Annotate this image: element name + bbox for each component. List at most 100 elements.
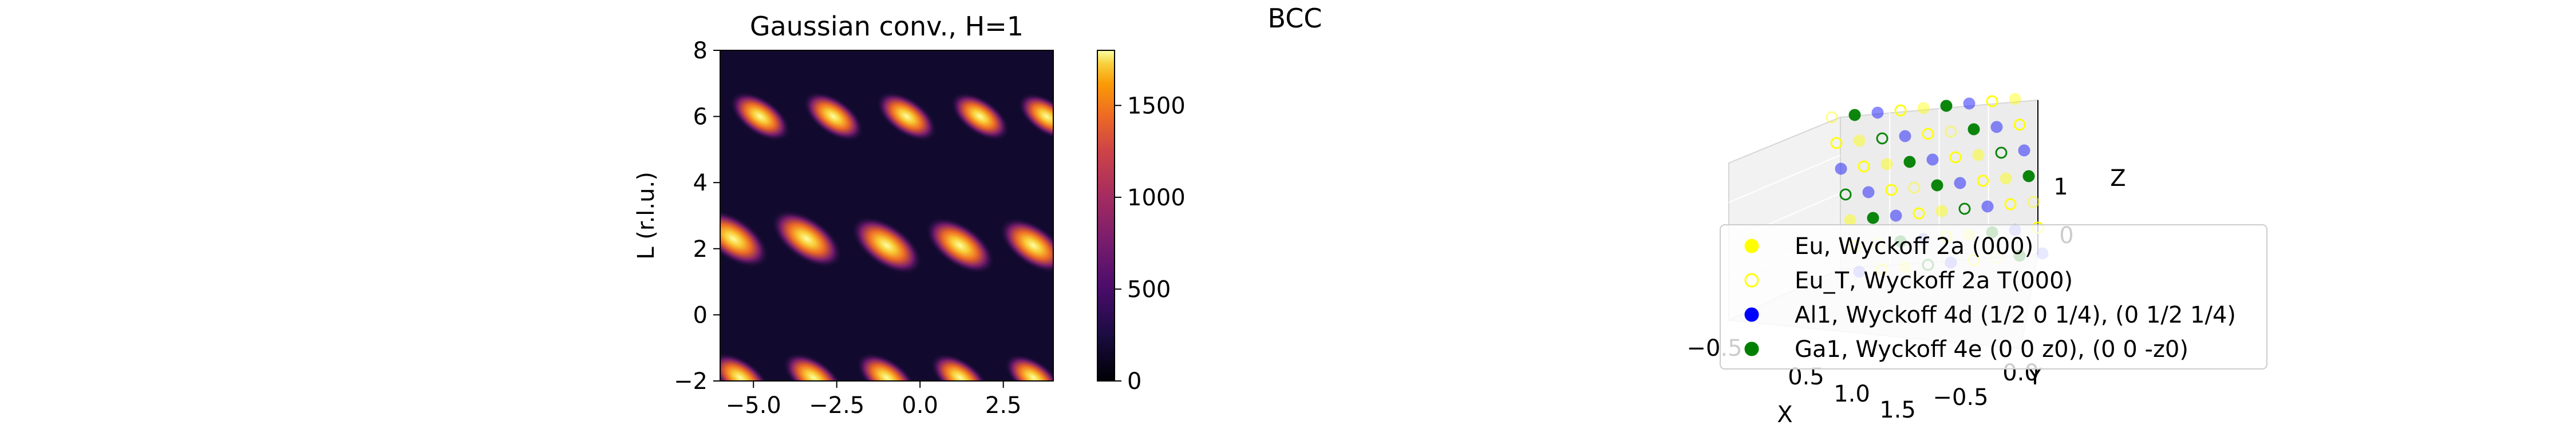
heatmap-peaks xyxy=(720,92,1053,381)
heatmap-peak xyxy=(931,353,989,381)
x-tick-label: −2.5 xyxy=(809,392,864,419)
heatmap-peak xyxy=(856,353,917,381)
colorbar: 0 500 1000 1500 xyxy=(1097,50,1186,395)
scatter-point xyxy=(1917,102,1930,114)
colorbar-ticks: 0 500 1000 1500 xyxy=(1115,93,1186,395)
scatter-point xyxy=(1903,156,1916,168)
scatter-point xyxy=(1880,158,1893,170)
x-tick-label: 1.0 xyxy=(1834,381,1870,407)
y-tick-label: 0 xyxy=(693,302,708,328)
scatter-point xyxy=(1995,146,2008,159)
legend-marker xyxy=(1744,341,1759,356)
heatmap-peak xyxy=(783,353,843,381)
scatter-point xyxy=(1853,134,1866,147)
scatter-point xyxy=(1949,151,1962,164)
scatter3d-panel: Z 1 0 −0.5 0.5 1.0 1.5 −0.5 0.0 X Y Eu, … xyxy=(1686,93,2267,428)
scatter-point xyxy=(1835,162,1847,175)
heatmap-peak xyxy=(720,353,770,381)
legend-label: Eu, Wyckoff 2a (000) xyxy=(1795,233,2033,260)
scatter-point xyxy=(2009,93,2021,105)
heatmap-peak xyxy=(926,217,994,273)
legend-label: Al1, Wyckoff 4d (1/2 0 1/4), (0 1/2 1/4) xyxy=(1795,302,2236,328)
heatmap-peak xyxy=(1018,93,1053,140)
scatter-point xyxy=(2013,118,2026,131)
heatmap-peak xyxy=(1005,355,1053,381)
legend-marker xyxy=(1744,273,1759,288)
y-tick-label: −2 xyxy=(674,368,708,395)
scatter-point xyxy=(1871,106,1884,119)
x-tick-label: 0.0 xyxy=(902,392,938,419)
scatter-point xyxy=(1986,95,1998,108)
figure-title: BCC xyxy=(1268,3,1322,34)
scatter-point xyxy=(1826,111,1838,124)
heatmap-peak xyxy=(772,210,842,268)
legend-label: Ga1, Wyckoff 4e (0 0 z0), (0 0 -z0) xyxy=(1795,336,2188,363)
scatter-point xyxy=(1876,132,1888,145)
scatter-point xyxy=(1830,137,1843,149)
y-tick-label: 6 xyxy=(693,104,708,130)
scatter-point xyxy=(1954,177,1966,189)
colorbar-tick-label: 1500 xyxy=(1127,93,1186,119)
heatmap-peak xyxy=(720,210,769,268)
heatmap-y-label: L (r.l.u.) xyxy=(633,172,659,260)
scatter-point xyxy=(1839,188,1852,201)
scatter-point xyxy=(1981,200,1994,213)
scatter-point xyxy=(1867,212,1879,224)
scatter-point xyxy=(1890,209,1902,222)
scatter-point xyxy=(1844,214,1856,227)
x-tick-label: 2.5 xyxy=(985,392,1022,419)
heatmap-panel: Gaussian conv., H=1 −5.0 −2.5 0.0 2.5 −2 0 2 4… xyxy=(633,11,1054,419)
colorbar-tick-label: 500 xyxy=(1127,276,1171,303)
legend-label: Eu_T, Wyckoff 2a T(000) xyxy=(1795,268,2073,294)
scatter-point xyxy=(1931,179,1943,192)
legend-box xyxy=(1720,224,2267,370)
heatmap-peak xyxy=(803,92,863,141)
grid-line xyxy=(1728,154,1841,203)
scatter-point xyxy=(1858,160,1870,173)
z-tick-label: 1 xyxy=(2053,174,2068,200)
scatter-point xyxy=(1899,130,1911,142)
colorbar-tick-label: 1000 xyxy=(1127,185,1186,211)
scatter-point xyxy=(1977,174,1989,187)
y-tick-label: −0.5 xyxy=(1933,384,1988,411)
heatmap-title: Gaussian conv., H=1 xyxy=(750,11,1024,42)
scatter-point xyxy=(2027,196,2040,208)
heatmap-frame xyxy=(720,50,1054,382)
colorbar-scale xyxy=(1097,50,1115,382)
heatmap-y-ticks: −2 0 2 4 6 8 xyxy=(674,38,720,395)
legend-marker xyxy=(1744,239,1759,253)
scatter-point xyxy=(2000,172,2012,185)
scatter-point xyxy=(1894,104,1907,117)
scatter-point xyxy=(1922,128,1934,140)
y-tick-label: 8 xyxy=(693,38,708,64)
scatter-point xyxy=(1848,109,1861,121)
scatter-point xyxy=(1990,121,2003,133)
y-tick-label: 4 xyxy=(693,170,708,196)
scatter-point xyxy=(1945,125,1957,138)
x-axis-label: X xyxy=(1777,402,1792,428)
scatter-point xyxy=(1913,207,1925,220)
scatter-point xyxy=(1972,149,1985,161)
scatter-point xyxy=(1958,202,1971,215)
scatter-point xyxy=(2018,144,2030,157)
x-tick-label: −5.0 xyxy=(726,392,781,419)
heatmap-peak xyxy=(876,92,937,141)
y-tick-label: 2 xyxy=(693,236,708,263)
scatter-point xyxy=(1940,100,1953,112)
x-tick-label: 1.5 xyxy=(1879,397,1916,423)
heatmap-peak xyxy=(951,93,1009,141)
scatter-point xyxy=(1967,123,1980,136)
scatter-point xyxy=(1862,186,1875,198)
scatter-point xyxy=(1885,184,1898,196)
legend: Eu, Wyckoff 2a (000) Eu_T, Wyckoff 2a T(0… xyxy=(1720,224,2267,370)
colorbar-tick-label: 0 xyxy=(1127,368,1141,395)
z-axis-label: Z xyxy=(2110,165,2125,192)
legend-marker xyxy=(1744,307,1759,322)
scatter-point xyxy=(1926,153,1939,166)
heatmap-peak xyxy=(730,92,790,141)
heatmap-x-ticks: −5.0 −2.5 0.0 2.5 xyxy=(726,381,1022,419)
heatmap-peak xyxy=(1000,218,1053,273)
legend-entries: Eu, Wyckoff 2a (000) Eu_T, Wyckoff 2a T(0… xyxy=(1744,233,2236,363)
scatter-point xyxy=(1963,97,1976,110)
